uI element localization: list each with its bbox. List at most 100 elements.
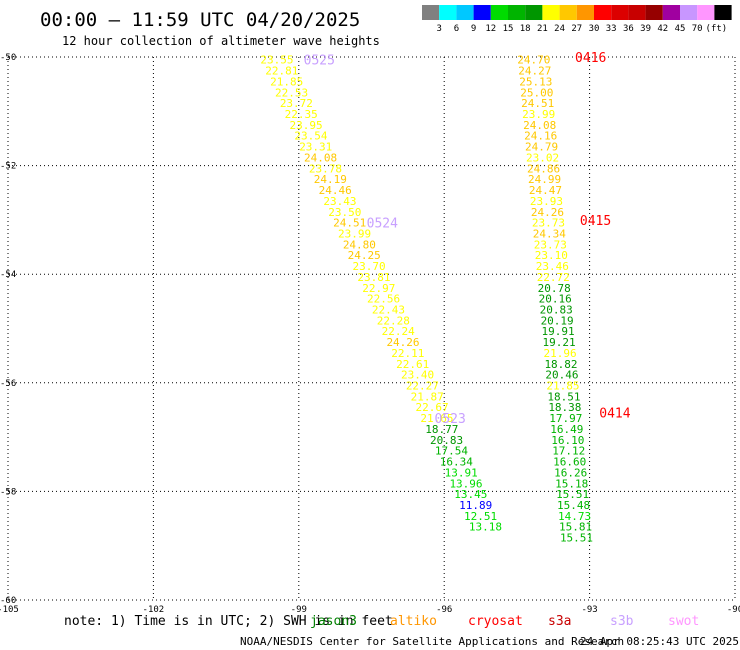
y-tick-label: -58: [0, 487, 16, 497]
x-tick-label: -96: [436, 605, 452, 615]
wave-height-mark: 22.56: [367, 293, 400, 306]
wave-height-mark: 23.73: [532, 217, 565, 230]
wave-height-mark: 24.70: [517, 54, 550, 67]
scale-label: 18: [520, 24, 531, 34]
wave-height-mark: 23.46: [536, 260, 569, 273]
y-tick-label: -52: [0, 162, 16, 172]
wave-height-mark: 15.48: [557, 499, 590, 512]
wave-height-mark: 22.97: [362, 282, 395, 295]
scale-swatch: [439, 5, 457, 20]
wave-height-mark: 24.86: [527, 162, 560, 175]
mission-legend-item: jason3: [310, 614, 357, 629]
mission-legend-item: altiko: [390, 614, 437, 629]
wave-height-mark: 22.43: [372, 303, 405, 316]
scale-swatch: [697, 5, 715, 20]
x-tick-label: -99: [291, 605, 307, 615]
scale-unit: (ft): [706, 24, 728, 34]
scale-label: 39: [640, 24, 651, 34]
scale-swatch: [473, 5, 491, 20]
scale-label: 9: [471, 24, 476, 34]
wave-height-mark: 12.51: [464, 510, 497, 523]
wave-height-mark: 23.02: [526, 151, 559, 164]
pass-label: 0416: [575, 51, 606, 66]
mission-legend: jason3 altiko cryosat s3a s3b swot: [310, 614, 699, 629]
wave-height-mark: 24.46: [319, 184, 352, 197]
scale-swatch: [662, 5, 680, 20]
scale-label: 33: [606, 24, 617, 34]
pass-label: 0415: [580, 214, 611, 229]
scale-swatch: [490, 5, 508, 20]
wave-height-mark: 23.93: [530, 195, 563, 208]
wave-height-mark: 21.65: [420, 412, 453, 425]
wave-height-mark: 24.26: [386, 336, 419, 349]
wave-height-mark: 21.96: [543, 347, 576, 360]
wave-height-mark: 13.91: [445, 466, 478, 479]
y-tick-label: -56: [0, 379, 16, 389]
wave-height-mark: 13.96: [449, 477, 482, 490]
wave-height-mark: 22.81: [265, 65, 298, 78]
x-tick-label: -102: [143, 605, 165, 615]
pass-label: 0414: [599, 407, 630, 422]
wave-height-mark: 23.99: [338, 227, 371, 240]
note-text: note: 1) Time is in UTC; 2) SWH is in fe…: [64, 614, 393, 629]
wave-height-mark: 21.85: [546, 380, 579, 393]
footer-credit: NOAA/NESDIS Center for Satellite Applica…: [240, 635, 624, 648]
wave-height-mark: 18.38: [548, 401, 581, 414]
wave-height-mark: 24.99: [528, 173, 561, 186]
wave-height-mark: 16.49: [550, 423, 583, 436]
wave-height-mark: 23.40: [401, 369, 434, 382]
wave-height-mark: 23.81: [357, 271, 390, 284]
mission-legend-item: s3b: [610, 614, 634, 629]
wave-height-mark: 15.81: [559, 521, 592, 534]
wave-height-mark: 24.47: [529, 184, 562, 197]
wave-height-mark: 20.83: [430, 434, 463, 447]
mission-legend-item: cryosat: [468, 614, 523, 629]
mission-legend-item: swot: [668, 614, 699, 629]
scale-label: 70: [692, 24, 703, 34]
scale-swatch: [628, 5, 646, 20]
axis-tick-labels: -50 -52 -54 -56 -58 -60-105 -102 -99 -96 -93 -90: [0, 53, 740, 615]
wave-height-mark: 24.19: [314, 173, 347, 186]
pass-label: 0523: [435, 412, 466, 427]
scale-swatch: [594, 5, 612, 20]
mission-legend-item: s3a: [548, 614, 571, 629]
wave-height-mark: 16.60: [553, 456, 586, 469]
wave-height-mark: 22.53: [275, 86, 308, 99]
scale-swatch: [525, 5, 543, 20]
wave-height-mark: 24.08: [523, 119, 556, 132]
wave-height-mark: 18.82: [544, 358, 577, 371]
scale-swatch: [576, 5, 594, 20]
wave-height-mark: 20.83: [540, 303, 573, 316]
wave-height-mark: 23.73: [534, 238, 567, 251]
wave-height-mark: 23.31: [299, 141, 332, 154]
wave-height-mark: 11.89: [459, 499, 492, 512]
wave-height-mark: 17.54: [435, 445, 468, 458]
scale-swatch: [611, 5, 629, 20]
footer-timestamp: 24 Apr 08:25:43 UTC 2025: [580, 635, 739, 648]
color-scale-legend: 3 6 9 12 15 18 21 24 27 30 33 36 39 42 45 70 (ft): [422, 5, 732, 34]
wave-height-mark: 20.19: [541, 314, 574, 327]
wave-height-mark: 20.78: [538, 282, 571, 295]
wave-height-mark: 22.61: [396, 358, 429, 371]
wave-height-mark: 25.00: [520, 86, 553, 99]
scale-label: 12: [485, 24, 496, 34]
wave-height-mark: 13.45: [454, 488, 487, 501]
scale-label: 30: [589, 24, 600, 34]
wave-height-mark: 23.95: [290, 119, 323, 132]
x-tick-label: -105: [0, 605, 19, 615]
scale-swatch: [714, 5, 732, 20]
scale-swatch: [645, 5, 663, 20]
wave-height-mark: 25.13: [519, 75, 552, 88]
wave-height-mark: 18.77: [425, 423, 458, 436]
wave-height-mark: 24.27: [518, 65, 551, 78]
wave-height-mark: 16.26: [554, 466, 587, 479]
wave-height-mark: 23.99: [522, 108, 555, 121]
scale-label: 27: [571, 24, 582, 34]
wave-height-mark: 23.72: [280, 97, 313, 110]
wave-height-mark: 24.16: [524, 130, 557, 143]
scale-label: 21: [537, 24, 548, 34]
wave-height-mark: 18.51: [547, 390, 580, 403]
wave-height-mark: 15.18: [555, 477, 588, 490]
wave-height-mark: 15.51: [556, 488, 589, 501]
wave-height-mark: 20.16: [539, 293, 572, 306]
